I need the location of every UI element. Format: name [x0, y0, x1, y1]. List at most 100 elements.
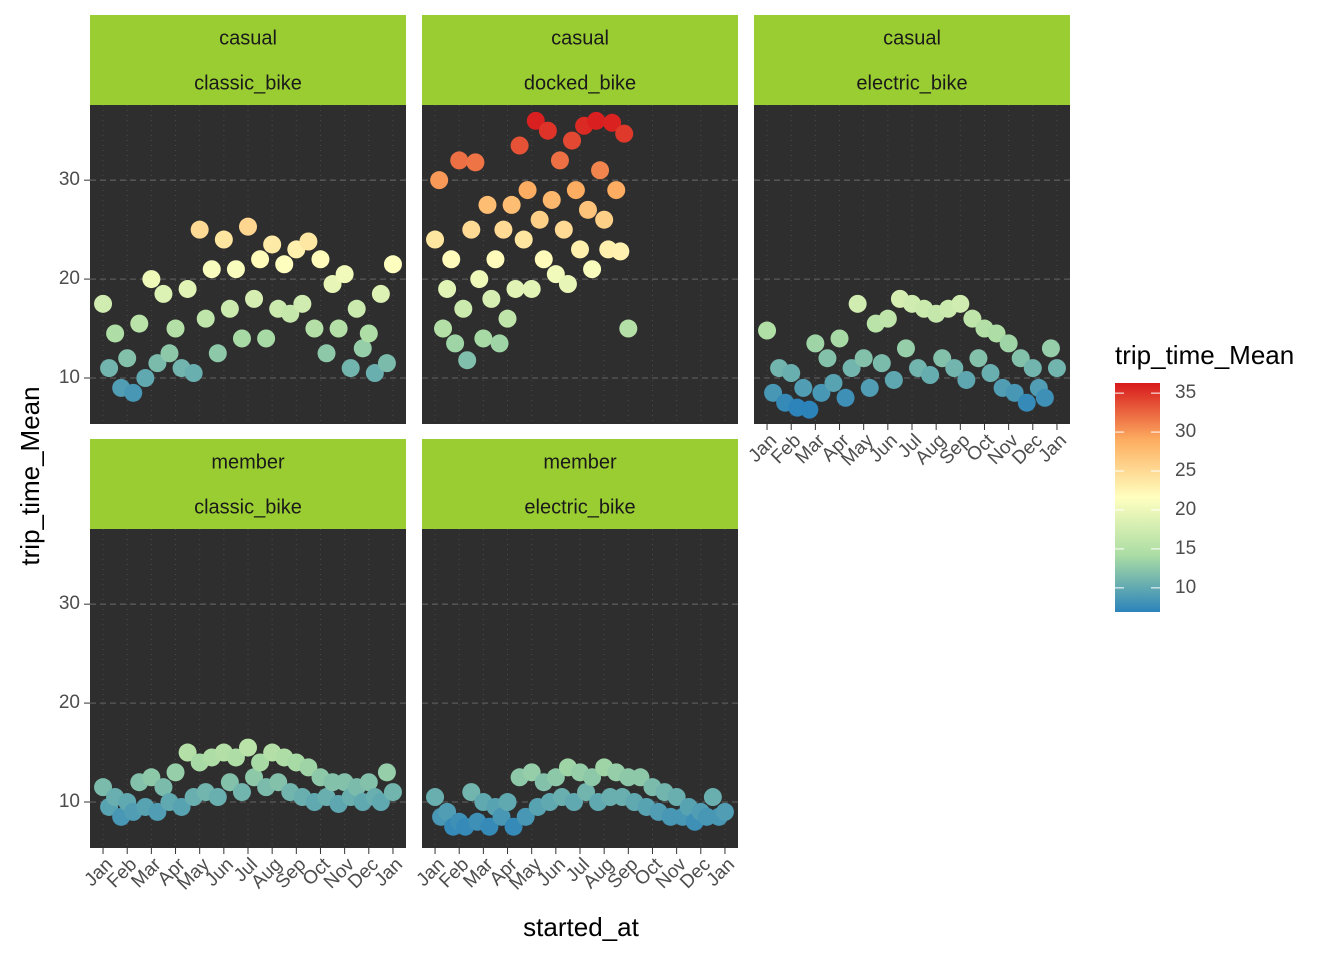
point	[571, 240, 589, 259]
point	[860, 378, 879, 397]
point	[812, 383, 831, 402]
point	[178, 743, 197, 762]
point	[438, 802, 457, 821]
point	[100, 359, 119, 378]
point	[578, 200, 597, 219]
point	[514, 230, 533, 249]
point	[518, 181, 537, 200]
point	[510, 136, 529, 155]
point	[462, 783, 481, 802]
point	[251, 250, 270, 269]
point	[245, 289, 264, 308]
point	[715, 802, 734, 821]
point	[136, 369, 155, 388]
point	[142, 768, 161, 787]
point	[583, 768, 602, 787]
point	[347, 299, 366, 318]
panel	[422, 105, 738, 424]
strip-text: electric_bike	[524, 496, 635, 518]
point	[190, 220, 209, 239]
point	[154, 778, 173, 797]
point	[945, 359, 964, 378]
point	[703, 788, 722, 807]
point	[611, 242, 630, 261]
point	[438, 279, 457, 298]
point	[1041, 339, 1060, 358]
point	[118, 349, 137, 368]
point	[1035, 388, 1054, 407]
point	[148, 802, 167, 821]
point	[818, 349, 837, 368]
point	[317, 344, 336, 363]
point	[591, 161, 610, 180]
point	[800, 400, 819, 419]
point	[667, 788, 686, 807]
point	[764, 383, 783, 402]
point	[466, 153, 485, 172]
point	[492, 807, 511, 826]
strip-text: classic_bike	[194, 72, 302, 94]
strip-text: docked_bike	[524, 72, 636, 94]
point	[587, 111, 606, 130]
point	[758, 321, 777, 340]
point	[607, 181, 626, 200]
strip-text: casual	[219, 27, 277, 49]
strip-text: member	[211, 451, 285, 473]
point	[546, 265, 565, 284]
point	[239, 217, 257, 236]
point	[504, 817, 523, 836]
point	[969, 349, 988, 368]
strip-text: classic_bike	[194, 496, 302, 518]
point	[154, 284, 173, 303]
point	[550, 151, 569, 170]
point	[951, 294, 970, 313]
point	[232, 329, 251, 348]
point	[426, 788, 445, 807]
y-tick-label: 30	[59, 169, 80, 190]
point	[208, 788, 227, 807]
point	[442, 250, 461, 269]
point	[842, 359, 861, 378]
x-tick-label: Jan	[371, 854, 408, 891]
point	[462, 220, 481, 239]
strip	[422, 15, 738, 105]
point	[506, 279, 525, 298]
point	[335, 265, 354, 284]
point	[854, 349, 873, 368]
point	[245, 768, 264, 787]
point	[202, 260, 221, 279]
point	[353, 339, 372, 358]
point	[226, 748, 245, 767]
strip-text: casual	[551, 27, 609, 49]
point	[848, 294, 867, 313]
point	[365, 364, 384, 383]
point	[106, 324, 125, 343]
point	[377, 763, 396, 782]
colorbar-label: 30	[1175, 421, 1196, 442]
point	[530, 210, 549, 229]
point	[341, 359, 360, 378]
point	[148, 354, 167, 373]
panel	[754, 105, 1070, 424]
point	[806, 334, 825, 353]
strip	[90, 439, 406, 529]
point	[554, 220, 573, 239]
point	[214, 230, 233, 249]
point	[526, 111, 545, 130]
point	[142, 270, 161, 289]
point	[269, 773, 288, 792]
point	[878, 309, 897, 328]
point	[933, 349, 952, 368]
point	[124, 383, 143, 402]
point	[305, 319, 324, 338]
point	[1023, 359, 1042, 378]
y-tick-label: 20	[59, 268, 80, 289]
point	[963, 309, 982, 328]
point	[293, 294, 312, 313]
point	[1005, 383, 1024, 402]
point	[383, 255, 402, 274]
point	[478, 195, 497, 214]
x-tick-label: Jan	[1035, 430, 1072, 467]
point	[782, 364, 801, 383]
point	[299, 758, 318, 777]
